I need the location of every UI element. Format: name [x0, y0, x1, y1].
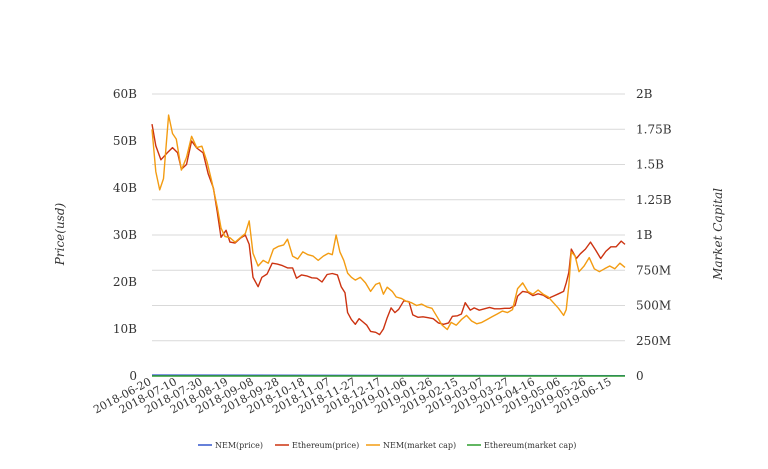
left-axis-title: Price(usd): [53, 202, 67, 266]
right-tick-label: 1B: [636, 228, 653, 242]
legend: NEM(price) Ethereum(price) NEM(market cap)…: [198, 441, 576, 450]
right-tick-label: 1.5B: [636, 158, 664, 172]
left-tick-label: 20B: [113, 275, 137, 289]
legend-label-nem-market-cap: NEM(market cap): [383, 441, 456, 450]
left-tick-label: 40B: [113, 181, 137, 195]
right-tick-label: 0: [636, 369, 644, 383]
x-axis-ticks: 2018-06-202018-07-102018-07-302018-08-19…: [91, 375, 613, 416]
legend-label-nem-price: NEM(price): [215, 441, 263, 450]
right-tick-label: 250M: [636, 334, 671, 348]
right-tick-label: 750M: [636, 263, 671, 277]
legend-label-ethereum-market-cap: Ethereum(market cap): [484, 441, 576, 450]
left-tick-label: 50B: [113, 134, 137, 148]
series-lines: [151, 114, 626, 377]
left-tick-label: 30B: [113, 228, 137, 242]
right-axis-title: Market Capital: [711, 188, 725, 281]
right-tick-label: 500M: [636, 299, 671, 313]
right-tick-label: 1.25B: [636, 193, 672, 207]
right-tick-label: 2B: [636, 87, 653, 101]
right-axis-ticks: 0 250M 500M 750M 1B 1.25B 1.5B 1.75B 2B: [636, 87, 672, 383]
legend-label-ethereum-price: Ethereum(price): [292, 441, 359, 450]
right-tick-label: 1.75B: [636, 122, 672, 136]
gridlines: [152, 93, 625, 377]
left-axis-ticks: 0 10B 20B 30B 40B 50B 60B: [113, 87, 137, 383]
series-line-nem-market-cap: [151, 114, 626, 331]
left-tick-label: 0: [129, 369, 137, 383]
left-tick-label: 60B: [113, 87, 137, 101]
left-tick-label: 10B: [113, 322, 137, 336]
